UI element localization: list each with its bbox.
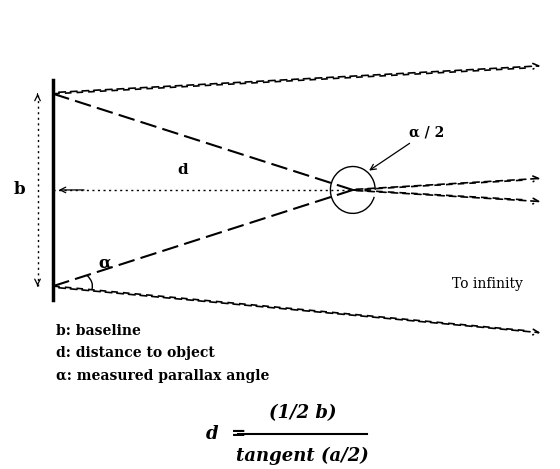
- Text: d: distance to object: d: distance to object: [56, 346, 214, 360]
- Text: b: b: [14, 182, 25, 198]
- Text: d  =: d =: [206, 425, 246, 443]
- Text: (1/2 b): (1/2 b): [269, 404, 336, 422]
- Text: α: α: [98, 255, 111, 272]
- Text: α: measured parallax angle: α: measured parallax angle: [56, 369, 269, 383]
- Text: d: d: [178, 163, 188, 177]
- Text: b: baseline: b: baseline: [56, 324, 141, 338]
- Text: tangent (a/2): tangent (a/2): [236, 447, 369, 465]
- Text: To infinity: To infinity: [452, 277, 522, 291]
- Text: α / 2: α / 2: [370, 125, 444, 170]
